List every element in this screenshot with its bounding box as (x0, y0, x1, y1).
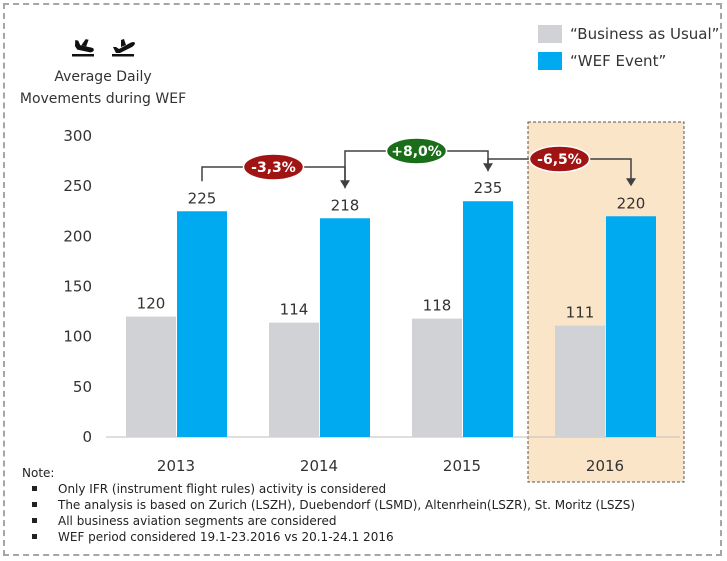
note-item: WEF period considered 19.1-23.2016 vs 20… (22, 529, 635, 545)
change-badge (385, 137, 448, 165)
y-tick-label: 0 (82, 428, 92, 446)
note-text: All business aviation segments are consi… (58, 514, 337, 528)
data-label-business-as-usual-2013: 120 (137, 295, 166, 313)
data-label-wef-event-2013: 225 (188, 189, 217, 207)
y-tick-label: 100 (63, 328, 92, 346)
airplane-landing-icon (72, 39, 94, 57)
bar-business-as-usual-2013 (126, 316, 176, 437)
legend-swatch (538, 52, 562, 70)
bar-wef-event-2015 (463, 201, 513, 437)
x-tick-label-2014: 2014 (300, 457, 338, 475)
x-tick-label-2013: 2013 (157, 457, 195, 475)
data-label-wef-event-2014: 218 (331, 196, 360, 214)
notes-section: Note: Only IFR (instrument flight rules)… (22, 466, 635, 545)
bar-business-as-usual-2016 (555, 325, 605, 437)
change-arrow-head (626, 178, 636, 187)
bar-wef-event-2014 (320, 218, 370, 437)
bar-business-as-usual-2014 (269, 322, 319, 437)
legend-label: “Business as Usual” (570, 25, 719, 43)
data-label-business-as-usual-2014: 114 (280, 301, 309, 319)
bar-wef-event-2016 (606, 216, 656, 437)
bar-wef-event-2013 (177, 211, 227, 437)
notes-title: Note: (22, 466, 55, 480)
bullet (32, 486, 37, 491)
note-text: WEF period considered 19.1-23.2016 vs 20… (58, 530, 394, 544)
note-item: Only IFR (instrument flight rules) activ… (22, 481, 635, 497)
x-tick-label-2015: 2015 (443, 457, 481, 475)
chart-frame (3, 3, 722, 556)
x-tick-label-2016: 2016 (586, 457, 624, 475)
bullet (32, 534, 37, 539)
note-text: The analysis is based on Zurich (LSZH), … (58, 498, 636, 512)
data-label-business-as-usual-2015: 118 (423, 297, 452, 315)
bar-business-as-usual-2015 (412, 318, 462, 437)
legend-swatch (538, 25, 562, 43)
note-item: The analysis is based on Zurich (LSZH), … (22, 497, 635, 513)
data-label-wef-event-2015: 235 (474, 179, 503, 197)
chart-title-line-2: Movements during WEF (20, 91, 186, 107)
change-badge-label: -3,3% (251, 160, 296, 176)
change-badge (242, 153, 305, 181)
change-badge-label: +8,0% (391, 144, 442, 160)
legend-label: “WEF Event” (570, 52, 666, 70)
change-badge-label: -6,5% (537, 152, 582, 168)
chart-title-line-1: Average Daily (54, 69, 151, 85)
y-tick-label: 200 (63, 227, 92, 245)
data-label-business-as-usual-2016: 111 (566, 304, 595, 322)
y-tick-label: 250 (63, 177, 92, 195)
y-tick-label: 50 (73, 378, 92, 396)
bullet (32, 502, 37, 507)
airplane-takeoff-icon (112, 39, 135, 57)
y-tick-label: 150 (63, 278, 92, 296)
y-tick-label: 300 (63, 127, 92, 145)
data-label-wef-event-2016: 220 (617, 194, 646, 212)
bullet (32, 518, 37, 523)
note-text: Only IFR (instrument flight rules) activ… (58, 482, 387, 496)
change-badge (528, 145, 591, 173)
note-item: All business aviation segments are consi… (22, 513, 635, 529)
